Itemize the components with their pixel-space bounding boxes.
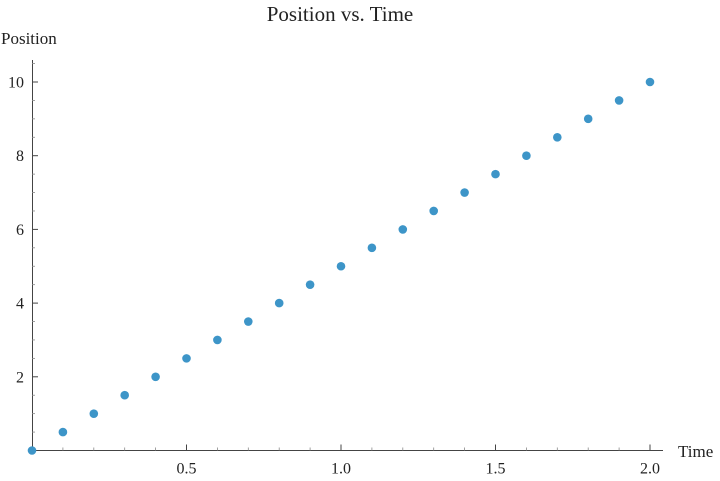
data-point xyxy=(367,243,377,253)
data-point xyxy=(89,409,99,418)
x-tick-label: 1.0 xyxy=(331,461,351,478)
data-point xyxy=(151,372,160,382)
data-point xyxy=(398,225,408,234)
x-tick-label: 2.0 xyxy=(640,461,660,478)
data-point xyxy=(491,169,500,179)
data-point xyxy=(182,354,191,363)
data-point xyxy=(213,335,222,345)
data-point xyxy=(614,96,624,105)
data-point xyxy=(274,298,284,308)
data-point xyxy=(305,280,315,289)
data-point xyxy=(645,77,655,87)
data-point xyxy=(460,188,469,197)
chart-title: Position vs. Time xyxy=(267,2,413,26)
data-points xyxy=(27,77,655,455)
y-tick-label: 8 xyxy=(16,148,24,165)
data-point xyxy=(27,446,37,455)
data-point xyxy=(244,317,253,326)
data-point xyxy=(336,261,346,271)
x-axis-ticks: 0.5 1.0 1.5 2.0 xyxy=(62,444,660,478)
data-point xyxy=(553,132,562,142)
y-axis-label: Position xyxy=(1,29,57,48)
y-tick-label: 4 xyxy=(16,296,24,313)
x-tick-label: 0.5 xyxy=(177,461,197,478)
y-tick-label: 2 xyxy=(16,369,24,386)
x-tick-label: 1.5 xyxy=(486,461,506,478)
data-point xyxy=(429,206,439,216)
y-axis-ticks: 2 4 6 8 10 xyxy=(8,63,38,433)
x-axis-label: Time xyxy=(678,442,713,461)
data-point xyxy=(583,114,593,124)
data-point xyxy=(120,390,129,400)
y-tick-label: 10 xyxy=(8,75,24,92)
y-tick-label: 6 xyxy=(16,222,24,239)
data-point xyxy=(522,151,531,160)
data-point xyxy=(58,427,68,437)
